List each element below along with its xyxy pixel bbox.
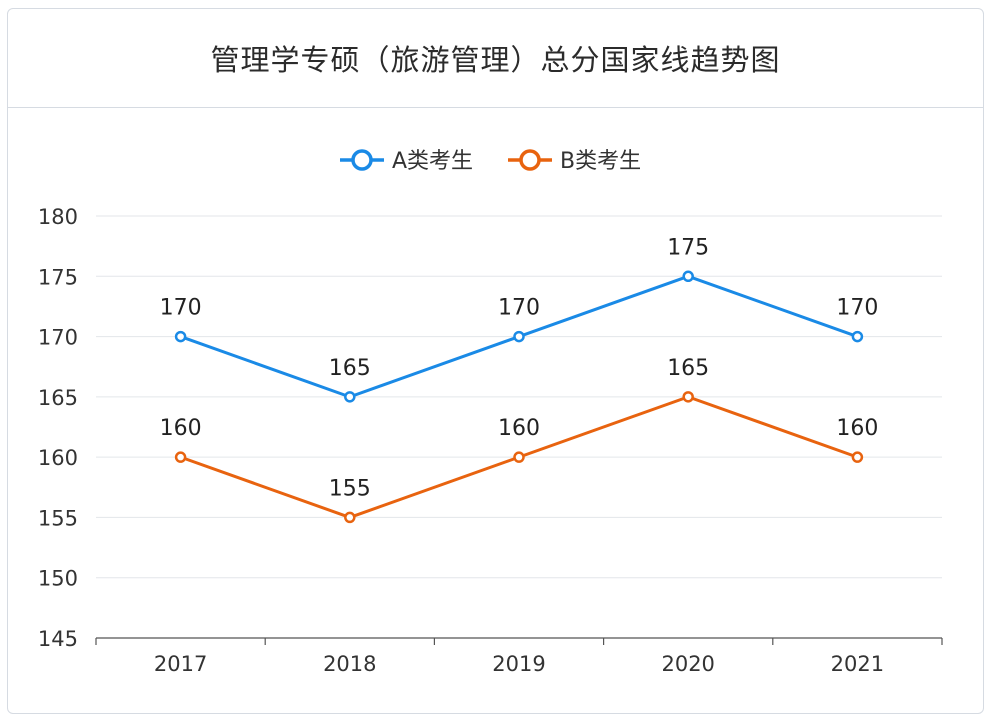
- legend-label: B类考生: [560, 149, 641, 174]
- data-label: 160: [836, 416, 878, 441]
- y-tick-label: 145: [38, 627, 78, 651]
- data-point: [344, 391, 356, 403]
- data-point: [513, 330, 525, 343]
- data-point: [682, 270, 694, 283]
- data-point: [851, 330, 864, 343]
- x-tick-label: 2021: [831, 652, 884, 676]
- data-label: 155: [329, 476, 371, 501]
- y-tick-label: 155: [38, 506, 78, 530]
- data-label: 170: [160, 296, 202, 321]
- y-tick-label: 165: [38, 386, 78, 410]
- y-tick-label: 150: [38, 567, 78, 591]
- data-point: [174, 330, 187, 343]
- data-point: [344, 511, 356, 524]
- title-bar: 管理学专硕（旅游管理）总分国家线趋势图: [8, 9, 983, 108]
- data-point: [174, 451, 187, 463]
- data-label: 165: [329, 356, 371, 381]
- legend-label: A类考生: [392, 149, 473, 174]
- legend-marker: [351, 149, 373, 171]
- data-label: 175: [667, 235, 709, 260]
- chart-card: 管理学专硕（旅游管理）总分国家线趋势图: [7, 8, 984, 714]
- y-tick-label: 175: [38, 265, 78, 289]
- y-tick-label: 170: [38, 326, 78, 350]
- data-label: 165: [667, 356, 709, 381]
- x-tick-label: 2017: [154, 652, 207, 676]
- data-point: [682, 391, 694, 403]
- x-tick-label: 2020: [661, 652, 714, 676]
- x-tick-label: 2019: [492, 652, 545, 676]
- chart-title: 管理学专硕（旅游管理）总分国家线趋势图: [210, 43, 781, 77]
- data-label: 170: [836, 296, 878, 321]
- data-label: 160: [498, 416, 540, 441]
- legend-marker: [519, 149, 541, 171]
- data-label: 170: [498, 296, 540, 321]
- data-label: 160: [160, 416, 202, 441]
- x-tick-label: 2018: [323, 652, 376, 676]
- data-point: [851, 451, 864, 463]
- y-tick-label: 160: [38, 446, 78, 470]
- y-tick-label: 180: [38, 205, 78, 229]
- data-point: [513, 451, 525, 463]
